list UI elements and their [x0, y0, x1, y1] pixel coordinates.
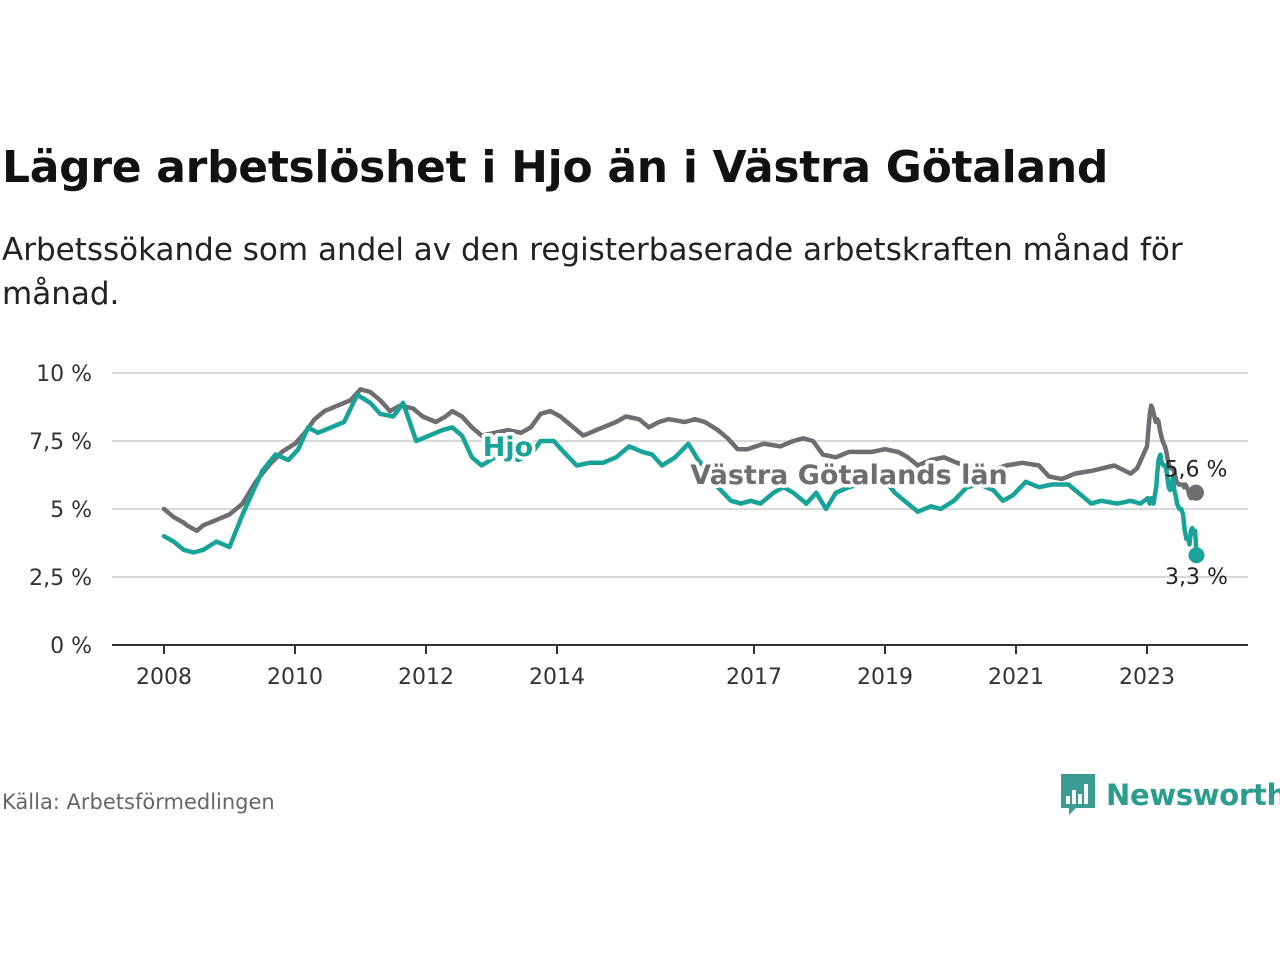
series-line-hjo	[161, 392, 1199, 558]
chart-title: Lägre arbetslöshet i Hjo än i Västra Göt…	[2, 142, 1109, 193]
y-tick-label: 10 %	[36, 362, 92, 387]
x-tick-label: 2019	[857, 665, 913, 690]
x-axis-ticks: 2008 2010 2012 2014 2017 2019 2021 2023	[136, 645, 1175, 690]
end-point-hjo	[1188, 547, 1205, 564]
end-value-label-vastra-gotaland: 5,6 %	[1165, 458, 1228, 483]
x-tick-label: 2014	[529, 665, 585, 690]
x-tick-label: 2010	[267, 665, 323, 690]
x-tick-label: 2023	[1119, 665, 1175, 690]
x-tick-label: 2017	[726, 665, 782, 690]
end-value-label-hjo: 3,3 %	[1165, 565, 1228, 590]
source-note: Källa: Arbetsförmedlingen	[2, 790, 275, 814]
series-lines	[161, 387, 1205, 564]
y-tick-label: 0 %	[50, 634, 92, 659]
y-tick-label: 7,5 %	[29, 430, 92, 455]
series-line-vastra-gotaland	[161, 387, 1199, 534]
y-tick-label: 2,5 %	[29, 566, 92, 591]
series-name-label-vastra-gotaland: Västra Götalands län	[690, 460, 1008, 491]
x-tick-label: 2021	[988, 665, 1044, 690]
newsworthy-brand-text: Newsworthy	[1106, 778, 1280, 812]
x-tick-label: 2012	[398, 665, 454, 690]
series-labels: 5,6 % 3,3 % Hjo Västra Götalands län	[479, 429, 1228, 591]
grid-lines	[112, 372, 1248, 646]
y-axis-ticks: 0 % 2,5 % 5 % 7,5 % 10 %	[29, 362, 92, 659]
newsworthy-logo-icon	[1061, 774, 1095, 815]
y-tick-label: 5 %	[50, 498, 92, 523]
x-tick-label: 2008	[136, 665, 192, 690]
chart-subtitle: Arbetssökande som andel av den registerb…	[2, 232, 1183, 312]
end-point-vastra-gotaland	[1188, 484, 1204, 501]
series-name-label-hjo: Hjo	[483, 432, 533, 463]
newsworthy-logo: Newsworthy	[1058, 772, 1280, 818]
